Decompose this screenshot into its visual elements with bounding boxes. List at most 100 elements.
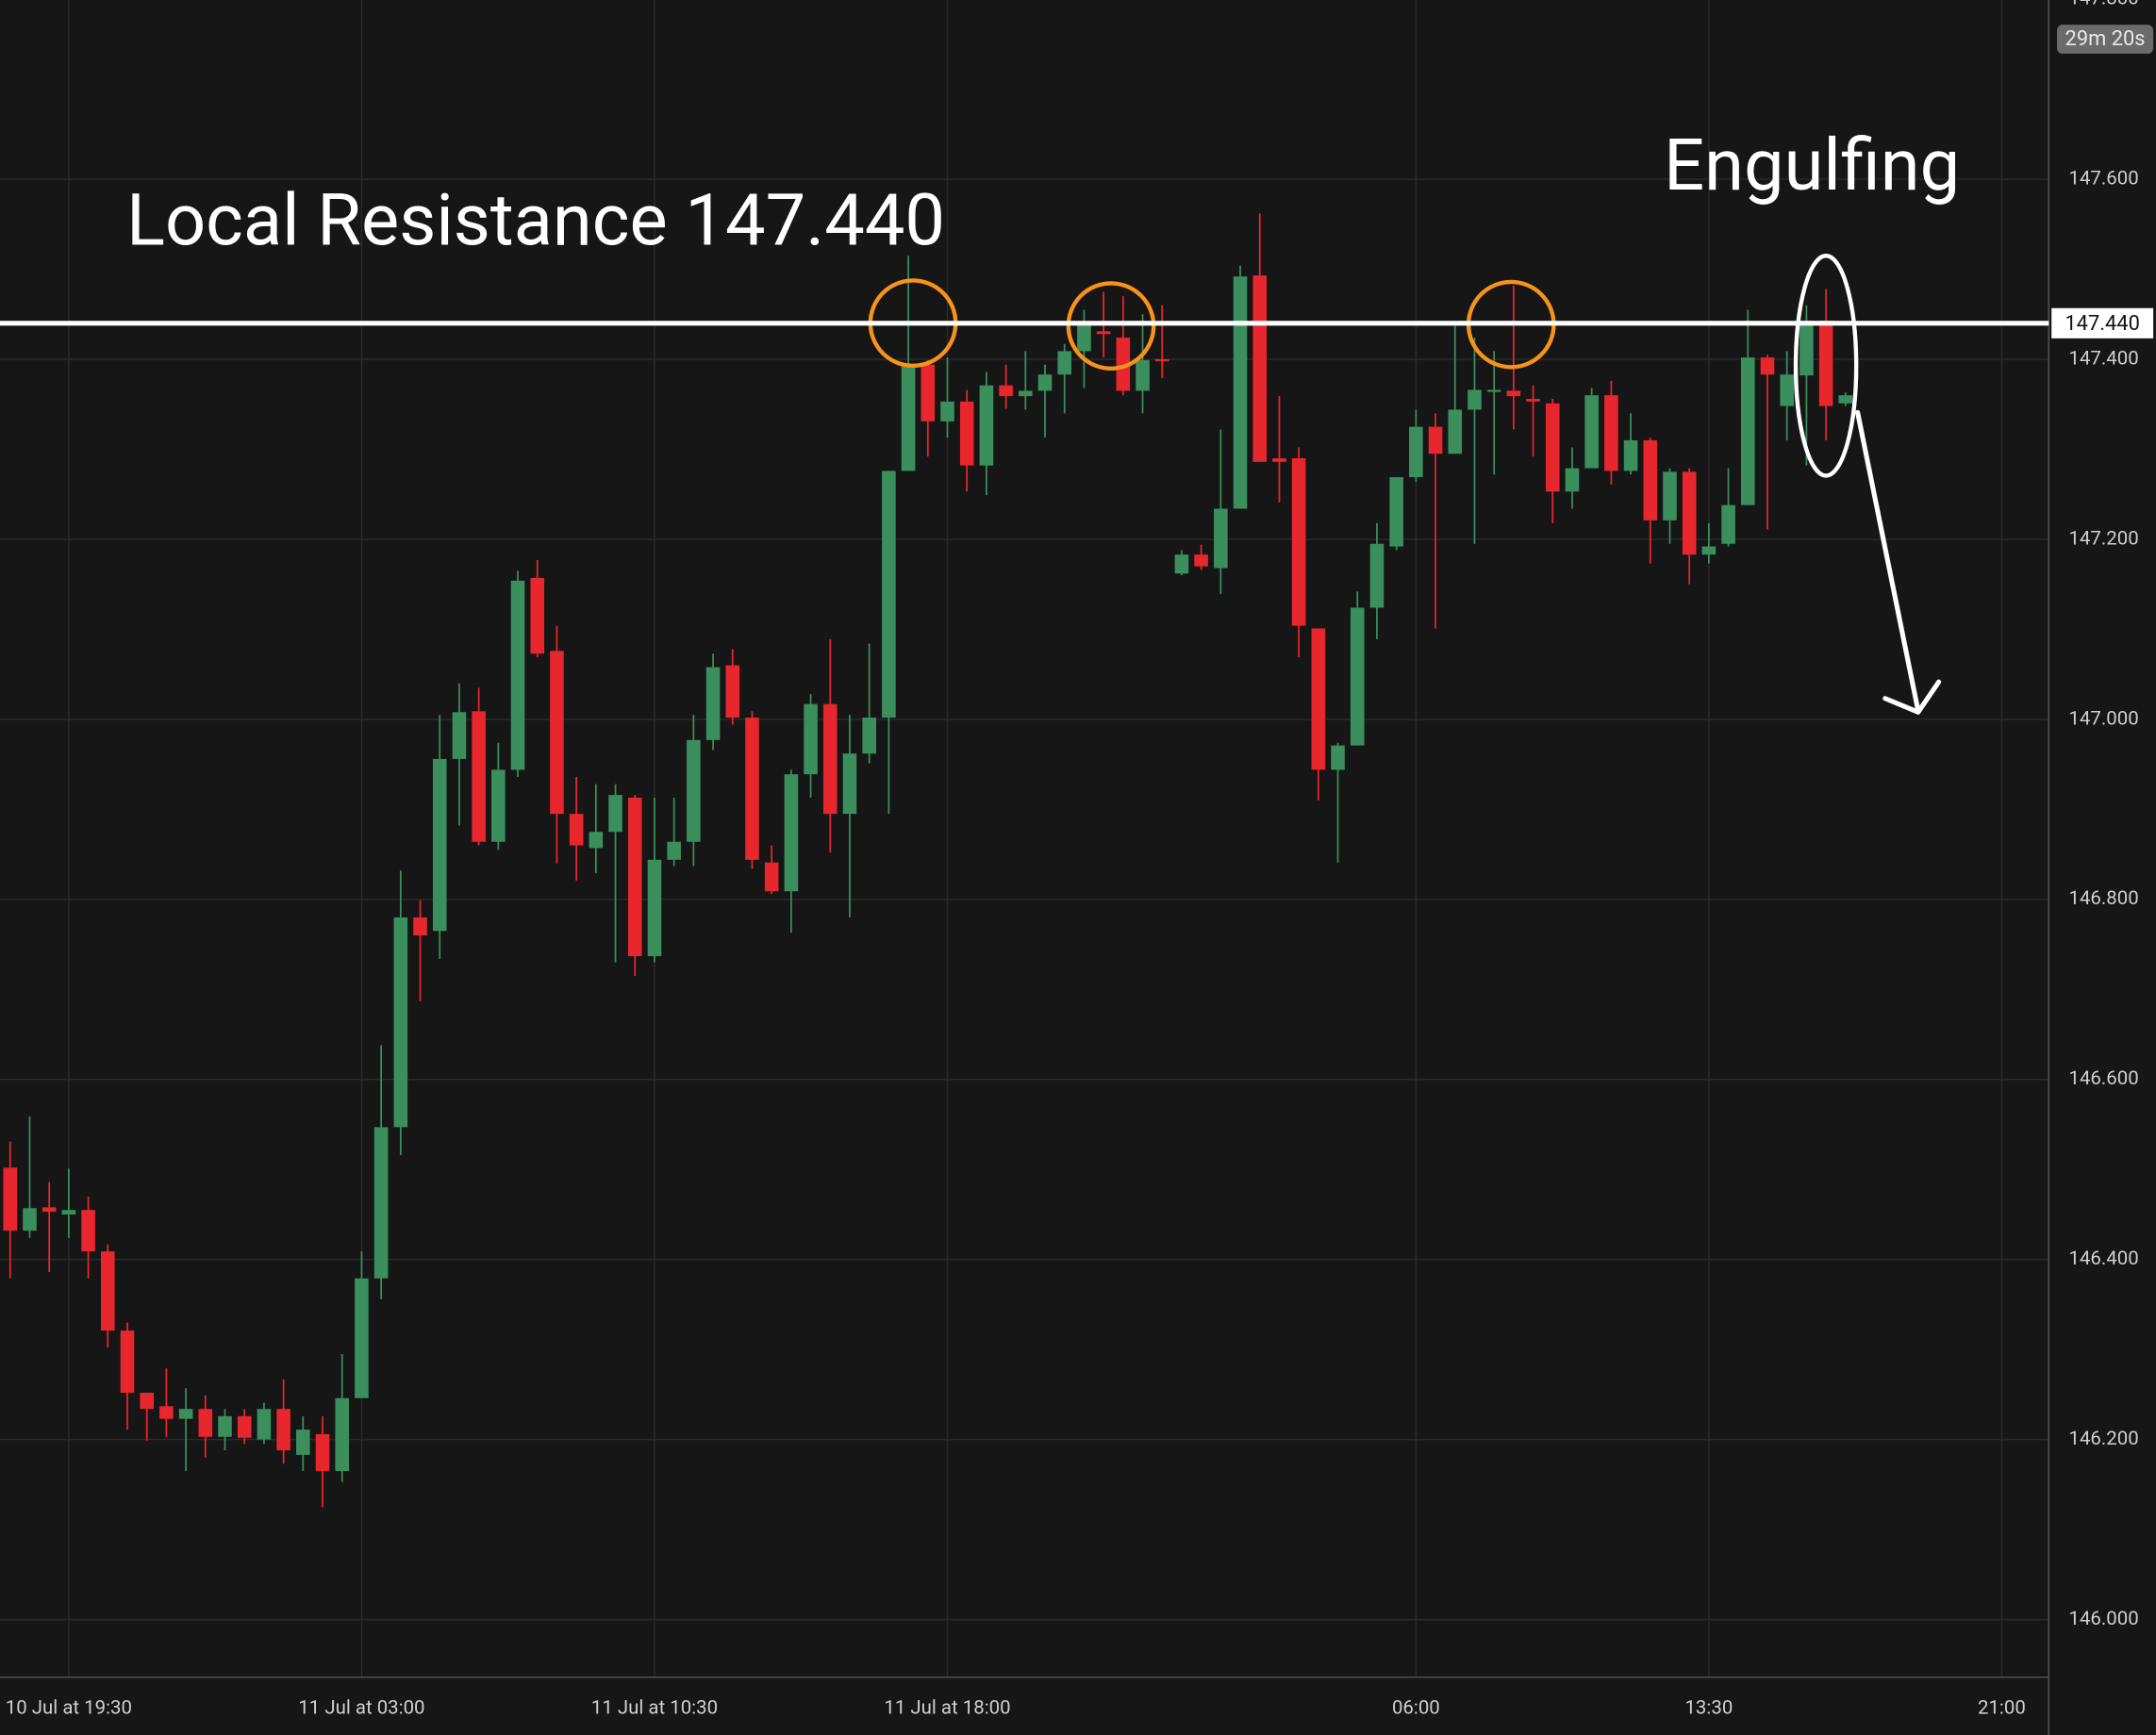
- x-tick-label: 11 Jul at 18:00: [884, 1696, 1010, 1719]
- candle-body: [608, 795, 622, 833]
- x-tick-label: 21:00: [1978, 1696, 2026, 1719]
- countdown: 29m 20s: [2065, 27, 2146, 51]
- candle-body: [569, 814, 584, 846]
- candle-body: [764, 862, 779, 892]
- candle-body: [1057, 351, 1072, 375]
- candle-body: [940, 401, 954, 421]
- candle-body: [725, 665, 740, 718]
- candle-body: [452, 712, 467, 759]
- candle-body: [1663, 471, 1677, 520]
- candle-body: [1545, 403, 1560, 492]
- candle-body: [1468, 389, 1482, 410]
- y-tick-label: 146.000: [2068, 1607, 2138, 1629]
- candle-body: [218, 1415, 232, 1437]
- candle-body: [510, 580, 525, 770]
- y-tick-label: 147.800: [2068, 0, 2138, 8]
- candle-body: [1154, 358, 1169, 362]
- candle-body: [1643, 439, 1658, 520]
- candle-body: [842, 753, 857, 815]
- candle-body: [589, 832, 604, 849]
- candle-body: [296, 1429, 310, 1455]
- candle-body: [198, 1409, 213, 1437]
- candle-body: [1682, 471, 1697, 555]
- candle-body: [1409, 426, 1423, 478]
- y-tick-label: 147.600: [2068, 166, 2138, 189]
- candle-body: [413, 917, 427, 936]
- candle-body: [315, 1433, 330, 1472]
- candle-body: [1604, 395, 1618, 471]
- candle-body: [1136, 359, 1150, 391]
- x-tick-label: 10 Jul at 19:30: [6, 1696, 132, 1719]
- y-tick-label: 146.400: [2068, 1247, 2138, 1269]
- candle-body: [1448, 409, 1463, 454]
- candle-body: [1331, 745, 1345, 770]
- candle-body: [862, 717, 876, 754]
- candle-body: [1780, 374, 1794, 406]
- candle-body: [882, 471, 896, 718]
- candle-body: [804, 703, 818, 775]
- candle-body: [41, 1207, 57, 1213]
- candle-body: [1565, 468, 1580, 492]
- candle-body: [23, 1208, 37, 1231]
- candle-body: [705, 667, 721, 740]
- candle-body: [1584, 395, 1599, 469]
- candle-body: [1506, 390, 1521, 397]
- x-tick-label: 11 Jul at 10:30: [591, 1696, 718, 1719]
- candle-body: [1486, 389, 1501, 392]
- candle-body: [1233, 276, 1248, 509]
- candle-body: [1799, 320, 1814, 376]
- x-tick-label: 06:00: [1392, 1696, 1440, 1719]
- candle-body: [1760, 357, 1775, 375]
- y-tick-label: 147.200: [2068, 526, 2138, 549]
- candle-body: [355, 1278, 369, 1398]
- candle-body: [1272, 458, 1286, 462]
- candle-body: [530, 577, 545, 654]
- candle-body: [1214, 508, 1228, 569]
- candle-body: [1037, 374, 1053, 391]
- candle-body: [237, 1415, 252, 1438]
- candle-body: [1311, 628, 1326, 770]
- candle-body: [667, 841, 681, 860]
- candle-body: [1194, 554, 1208, 567]
- candle-body: [81, 1210, 95, 1252]
- candle-body: [1721, 504, 1735, 544]
- candle-body: [61, 1210, 76, 1214]
- candle-body: [140, 1393, 154, 1410]
- candle-body: [1623, 439, 1638, 471]
- candle-body: [1701, 546, 1717, 555]
- candle-body: [1291, 458, 1306, 626]
- candle-body: [472, 711, 486, 842]
- candle-body: [550, 651, 564, 815]
- candle-body: [822, 703, 838, 815]
- candle-body: [101, 1251, 115, 1331]
- candle-body: [335, 1397, 350, 1472]
- candle-body: [120, 1330, 135, 1394]
- candle-body: [920, 364, 936, 421]
- candle-body: [1096, 331, 1111, 335]
- candle-body: [1116, 338, 1131, 391]
- x-tick-label: 13:30: [1684, 1696, 1733, 1719]
- candle-body: [999, 385, 1013, 397]
- candle-body: [432, 758, 447, 932]
- resistance-label-box: [2051, 307, 2154, 339]
- candle-body: [1838, 395, 1853, 404]
- candle-body: [745, 717, 759, 860]
- engulfing-ellipse: [1793, 254, 1859, 478]
- candle-body: [959, 401, 974, 466]
- candle-body: [1174, 554, 1189, 574]
- countdown-box: [2057, 25, 2154, 54]
- y-tick-label: 147.400: [2068, 346, 2138, 369]
- candle-body: [276, 1409, 290, 1451]
- annotation-resistance: Local Resistance 147.440: [126, 179, 945, 263]
- candle-body: [1741, 357, 1755, 505]
- x-tick-label: 11 Jul at 03:00: [298, 1696, 424, 1719]
- candle-body: [647, 859, 662, 956]
- y-tick-label: 146.800: [2068, 886, 2138, 909]
- touch-circle: [1066, 281, 1156, 371]
- y-tick-label: 146.600: [2068, 1066, 2138, 1089]
- candle-body: [1019, 390, 1033, 397]
- candle-body: [901, 364, 916, 471]
